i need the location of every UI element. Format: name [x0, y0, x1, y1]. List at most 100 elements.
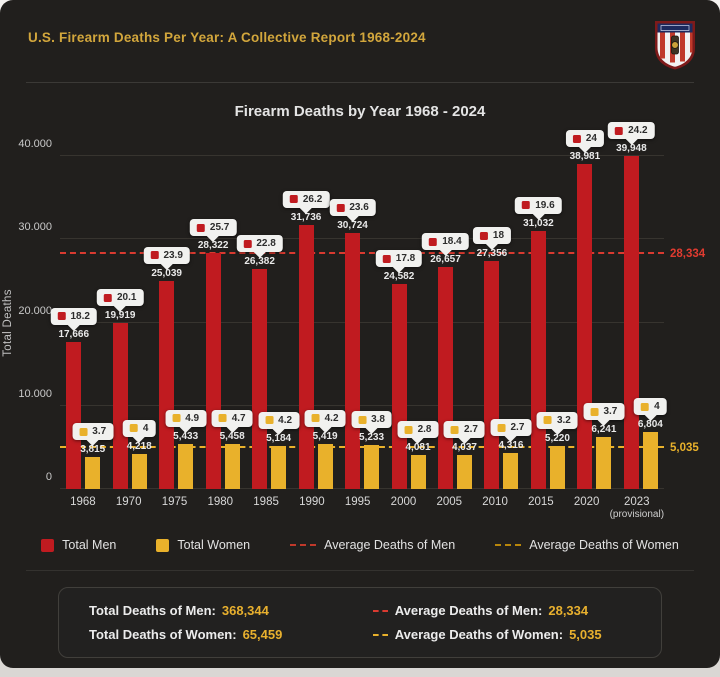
- x-tick-label-2023: 2023 (provisional): [609, 496, 665, 520]
- tooltip-swatch-icon: [590, 407, 599, 416]
- tooltip-swatch-icon: [265, 416, 274, 425]
- men-bar-1985[interactable]: 26,38222.8: [236, 235, 283, 489]
- women-bar-2010[interactable]: 4,3162.7: [490, 419, 532, 489]
- legend-swatch-icon: [156, 538, 170, 552]
- men-bar-1975[interactable]: 25,03923.9: [143, 246, 190, 489]
- x-tick-label-1985: 1985: [253, 496, 279, 508]
- rate-tooltip: 22.8: [236, 235, 283, 253]
- footer-divider: [26, 570, 694, 571]
- bar-group-2023: 39,94824.26,8044: [608, 122, 667, 489]
- women-bar-1970[interactable]: 4,2184: [122, 419, 156, 489]
- summary-box: Total Deaths of Men: 368,344 Average Death…: [58, 587, 662, 658]
- bar-group-1970: 19,91920.14,2184: [96, 156, 156, 489]
- bar-group-2010: 27,356184,3162.7: [472, 156, 532, 489]
- tooltip-rate-value: 3.2: [556, 414, 571, 426]
- men-bar-2015[interactable]: 31,03219.6: [515, 196, 562, 489]
- rate-tooltip: 24.2: [608, 122, 655, 140]
- tooltip-swatch-icon: [196, 223, 205, 232]
- bar-group-1995: 30,72423.65,2333.8: [329, 156, 392, 489]
- tooltip-swatch-icon: [289, 195, 298, 204]
- tooltip-swatch-icon: [311, 414, 320, 423]
- x-tick-label-1980: 1980: [207, 496, 234, 508]
- men-bar-2020[interactable]: 38,98124: [565, 130, 604, 489]
- tooltip-rate-value: 2.8: [417, 424, 432, 436]
- x-tick-label-1990: 1990: [299, 496, 325, 508]
- men-bar-2010[interactable]: 27,35618: [472, 227, 512, 489]
- rate-tooltip: 26.2: [282, 190, 330, 208]
- ammo-shield-logo: [655, 21, 695, 70]
- tooltip-rate-value: 3.7: [603, 406, 618, 418]
- legend-item-average-deaths-of-men[interactable]: Average Deaths of Men: [290, 538, 455, 552]
- summary-row-total-deaths-of-women-: Total Deaths of Women: 65,459: [89, 627, 373, 642]
- women-bar-1990[interactable]: 5,4194.2: [304, 409, 346, 489]
- tooltip-swatch-icon: [172, 414, 181, 423]
- header: U.S. Firearm Deaths Per Year: A Collecti…: [0, 0, 720, 70]
- legend-label: Total Men: [62, 538, 117, 552]
- logo-banner: [657, 23, 693, 33]
- summary-value: 28,334: [548, 603, 589, 618]
- women-bar-2020[interactable]: 6,2413.7: [583, 403, 625, 489]
- men-bar-2023[interactable]: 39,94824.2: [608, 122, 655, 489]
- tooltip-rate-value: 18.2: [70, 310, 90, 322]
- tooltip-rate-value: 24: [585, 133, 597, 145]
- tooltip-swatch-icon: [479, 231, 488, 240]
- legend-label: Average Deaths of Women: [529, 538, 679, 552]
- tooltip-swatch-icon: [429, 237, 438, 246]
- header-divider: [26, 82, 694, 83]
- summary-value: 5,035: [569, 627, 602, 642]
- women-bar-1995[interactable]: 5,2333.8: [351, 411, 392, 489]
- bar-group-1990: 31,73626.25,4194.2: [282, 156, 346, 489]
- x-tick-label-2020: 2020: [573, 496, 600, 508]
- men-bar-1995[interactable]: 30,72423.6: [329, 199, 376, 489]
- men-bar-1970[interactable]: 19,91920.1: [96, 289, 144, 489]
- women-bar-1975[interactable]: 5,4334.9: [165, 409, 207, 489]
- x-tick-label-2015: 2015: [528, 496, 554, 508]
- y-tick-label: 20.000: [18, 304, 52, 317]
- tooltip-swatch-icon: [641, 402, 650, 411]
- summary-label: Average Deaths of Men:: [394, 603, 543, 618]
- rate-tooltip: 4.9: [165, 409, 207, 427]
- women-bar-1968[interactable]: 3,8153.7: [72, 423, 114, 489]
- men-bar-1980[interactable]: 28,32225.7: [189, 219, 237, 489]
- women-bar-1985[interactable]: 5,1844.2: [258, 411, 300, 489]
- men-bar-1990[interactable]: 31,73626.2: [282, 190, 330, 489]
- rate-tooltip: 4.2: [258, 411, 300, 429]
- bar-group-1985: 26,38222.85,1844.2: [236, 156, 300, 489]
- summary-value: 368,344: [221, 603, 269, 618]
- tooltip-swatch-icon: [451, 425, 460, 434]
- rate-tooltip: 18: [472, 227, 512, 245]
- gridline: [60, 488, 664, 489]
- bar-group-2015: 31,03219.65,2203.2: [515, 156, 578, 489]
- tooltip-swatch-icon: [129, 424, 138, 433]
- tooltip-swatch-icon: [103, 293, 112, 302]
- gridline: [60, 155, 664, 156]
- legend-item-total-men[interactable]: Total Men: [41, 538, 116, 552]
- tooltip-rate-value: 4.2: [324, 412, 339, 424]
- logo-bullet: [671, 35, 679, 55]
- women-bar-2015[interactable]: 5,2203.2: [536, 411, 578, 489]
- legend-item-total-women[interactable]: Total Women: [156, 538, 250, 552]
- dashed-line-icon: [372, 633, 388, 636]
- rate-tooltip: 4: [634, 398, 667, 416]
- summary-row-average-deaths-of-women-: Average Deaths of Women: 5,035: [372, 627, 643, 642]
- tooltip-rate-value: 2.7: [510, 422, 525, 434]
- average-line-label: 28,334: [670, 248, 706, 261]
- y-tick-label: 10.000: [18, 387, 52, 400]
- men-bar-2005[interactable]: 26,65718.4: [422, 233, 469, 489]
- gridline: [60, 238, 664, 240]
- women-bar-2005[interactable]: 4,0372.7: [444, 421, 485, 489]
- legend-label: Average Deaths of Men: [324, 538, 456, 552]
- rate-tooltip: 4.7: [211, 409, 253, 427]
- tooltip-rate-value: 3.7: [92, 426, 107, 438]
- x-tick-label-1968: 1968: [70, 496, 96, 508]
- women-bar-2023[interactable]: 6,8044: [634, 398, 667, 489]
- men-bar-1968[interactable]: 17,66618.2: [50, 307, 97, 489]
- rate-tooltip: 4: [122, 419, 156, 437]
- tooltip-rate-value: 18.4: [442, 236, 462, 248]
- legend-item-average-deaths-of-women[interactable]: Average Deaths of Women: [495, 538, 679, 552]
- women-bar-1980[interactable]: 5,4584.7: [211, 409, 253, 489]
- men-bar-2000[interactable]: 24,58217.8: [375, 250, 423, 489]
- summary-label: Total Deaths of Men:: [89, 603, 216, 618]
- women-bar-2000[interactable]: 4,0812.8: [397, 421, 439, 489]
- rate-tooltip: 2.7: [490, 419, 532, 437]
